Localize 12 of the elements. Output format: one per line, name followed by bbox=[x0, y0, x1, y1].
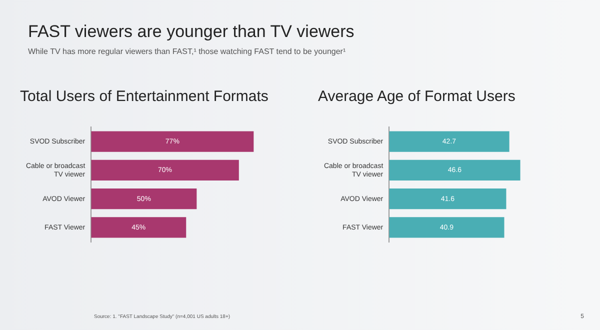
text: FAST viewers are younger than TV viewers bbox=[28, 22, 354, 42]
bar bbox=[91, 131, 254, 152]
chart-title: Average Age of Format Users bbox=[318, 88, 516, 105]
bar bbox=[91, 188, 197, 210]
bar bbox=[91, 160, 239, 180]
bar bbox=[389, 131, 510, 152]
bar bbox=[389, 160, 520, 180]
text: While TV has more regular viewers than FAST,¹ those watching FAST tend to be younger¹ bbox=[28, 47, 346, 56]
bar bbox=[389, 188, 506, 210]
bar bbox=[389, 217, 504, 238]
chart-title: Total Users of Entertainment Formats bbox=[20, 88, 270, 105]
bar bbox=[91, 217, 186, 238]
